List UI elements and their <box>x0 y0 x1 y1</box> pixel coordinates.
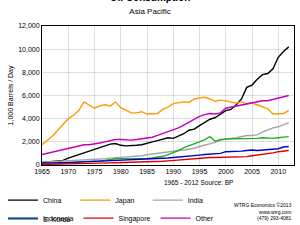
svg-text:1975: 1975 <box>87 168 103 175</box>
svg-text:Singapore: Singapore <box>118 215 150 223</box>
svg-text:10,000: 10,000 <box>18 46 40 53</box>
svg-text:WTRG Economics ©2013www.wtrg.c: WTRG Economics ©2013www.wtrg.com(479) 29… <box>234 202 292 221</box>
svg-text:2,000: 2,000 <box>22 138 40 145</box>
svg-text:0: 0 <box>36 161 40 168</box>
svg-text:1980: 1980 <box>113 168 129 175</box>
svg-text:2010: 2010 <box>270 168 286 175</box>
svg-text:4,000: 4,000 <box>22 115 40 122</box>
svg-text:India: India <box>188 197 203 204</box>
svg-text:China: China <box>43 197 61 204</box>
svg-text:8,000: 8,000 <box>22 69 40 76</box>
svg-text:1965 - 2012 Source: BP: 1965 - 2012 Source: BP <box>164 179 233 186</box>
svg-text:Japan: Japan <box>115 197 134 205</box>
svg-text:Other: Other <box>195 215 213 222</box>
svg-text:Oil ConsumptionAsia Pacific: Oil ConsumptionAsia Pacific <box>110 0 191 16</box>
svg-text:1965: 1965 <box>34 168 50 175</box>
svg-text:2000: 2000 <box>218 168 234 175</box>
svg-text:6,000: 6,000 <box>22 92 40 99</box>
svg-text:1990: 1990 <box>165 168 181 175</box>
svg-text:12,000: 12,000 <box>18 22 40 29</box>
svg-text:1985: 1985 <box>139 168 155 175</box>
svg-text:2005: 2005 <box>244 168 260 175</box>
svg-text:1995: 1995 <box>192 168 208 175</box>
svg-text:1,000 Barrels / Day: 1,000 Barrels / Day <box>7 65 15 125</box>
svg-text:Indonesia: Indonesia <box>43 215 73 222</box>
svg-text:1970: 1970 <box>60 168 76 175</box>
